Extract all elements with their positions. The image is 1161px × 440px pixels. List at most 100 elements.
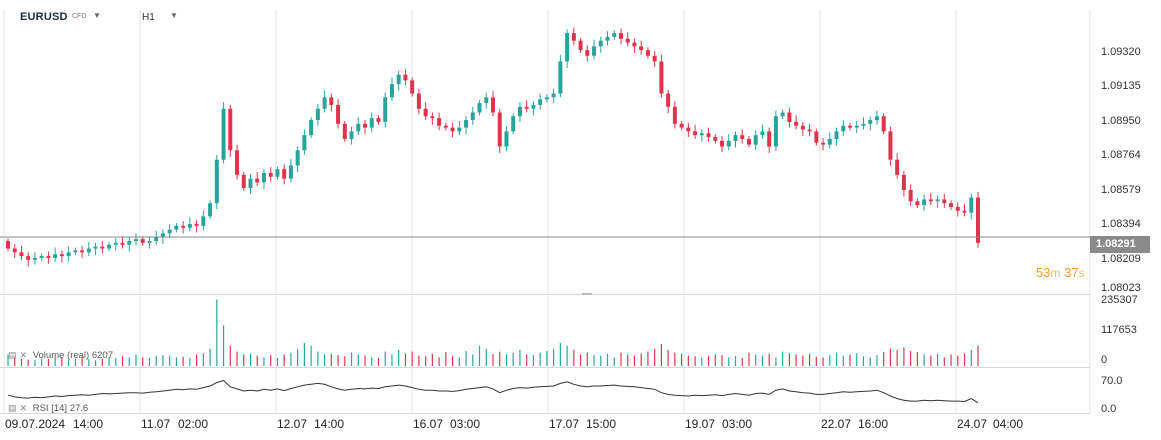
countdown-seconds: 37 (1064, 265, 1079, 280)
candle-body (740, 135, 745, 139)
timeframe-selector[interactable]: H1 (142, 12, 155, 23)
candle-body (174, 225, 179, 230)
candle-body (592, 46, 597, 56)
volume-indicator-legend[interactable]: ▤ ✕ Volume (real) 6207 (8, 350, 113, 361)
price-axis-label: 1.08023 (1101, 282, 1141, 294)
time-axis-time: 16:00 (858, 417, 889, 431)
candle-body (780, 112, 785, 117)
candle-body (895, 159, 900, 175)
candle-body (342, 123, 347, 139)
candle-body (760, 131, 765, 136)
candle-body (969, 197, 974, 213)
candle-body (389, 84, 394, 98)
candle-body (154, 237, 159, 241)
candle-body (720, 140, 725, 147)
candle-body (12, 248, 17, 253)
candle-body (127, 240, 132, 245)
candle-body (39, 256, 44, 258)
candle-body (288, 165, 293, 179)
candle-body (962, 210, 967, 213)
price-axis-label: 1.08950 (1101, 115, 1141, 127)
candle-body (369, 118, 374, 128)
volume-mode: (real) (67, 350, 90, 361)
candle-body (416, 93, 421, 109)
candle-body (942, 199, 947, 204)
candle-body (329, 97, 334, 105)
candle-body (410, 80, 415, 94)
pane-resize-handle[interactable] (582, 293, 592, 295)
candle-body (821, 142, 826, 145)
rsi-indicator-legend[interactable]: ▤ ✕ RSI [14] 27.6 (8, 403, 88, 414)
candle-body (753, 135, 758, 145)
candle-body (167, 229, 172, 234)
candle-body (443, 125, 448, 128)
candle-body (504, 131, 509, 147)
price-axis-label: 1.09135 (1101, 80, 1141, 92)
candle-body (652, 55, 657, 62)
candle-body (228, 108, 233, 151)
candle-body (787, 112, 792, 122)
candle-body (356, 123, 361, 132)
candle-body (524, 106, 529, 109)
candle-body (571, 33, 576, 41)
time-axis-date: 24.07 (957, 417, 988, 431)
candle-body (349, 131, 354, 139)
candle-body (464, 120, 469, 128)
candle-body (396, 74, 401, 85)
candle-body (160, 233, 165, 238)
candle-body (100, 246, 105, 249)
symbol-selector[interactable]: EURUSD (20, 11, 68, 23)
candle-countdown: 53m 37s (1036, 265, 1085, 280)
candle-body (430, 116, 435, 119)
time-axis-time: 02:00 (178, 417, 209, 431)
indicator-close-icon[interactable]: ✕ (19, 403, 28, 413)
rsi-axis-label: 70.0 (1101, 375, 1123, 387)
candle-body (922, 199, 927, 206)
candle-body (861, 123, 866, 126)
candle-body (632, 42, 637, 47)
volume-label: Volume (32, 350, 65, 361)
candle-body (841, 125, 846, 132)
candle-body (625, 38, 630, 43)
candle-body (241, 174, 246, 189)
candle-body (645, 50, 650, 56)
candle-body (295, 150, 300, 166)
volume-value: 6207 (91, 350, 113, 361)
price-volume-divider[interactable] (0, 294, 1090, 295)
time-axis-date: 19.07 (685, 417, 716, 431)
candle-body (261, 172, 266, 183)
candle-body (928, 199, 933, 202)
candle-body (733, 135, 738, 141)
candle-body (80, 250, 85, 253)
candle-body (53, 254, 58, 258)
candle-body (565, 33, 570, 62)
indicator-settings-icon[interactable]: ▤ (8, 403, 17, 413)
candle-body (854, 125, 859, 128)
indicator-close-icon[interactable]: ✕ (19, 350, 28, 360)
candle-body (848, 125, 853, 128)
timeframe-dropdown-chevron-icon[interactable]: ▼ (170, 11, 178, 20)
candle-body (322, 97, 327, 109)
price-axis-label: 1.08579 (1101, 184, 1141, 196)
candle-body (578, 40, 583, 51)
candle-body (915, 201, 920, 206)
volume-rsi-divider[interactable] (0, 367, 1090, 368)
candle-body (659, 61, 664, 94)
candle-body (679, 123, 684, 128)
symbol-dropdown-chevron-icon[interactable]: ▼ (93, 11, 101, 20)
price-axis-label: 1.08209 (1101, 253, 1141, 265)
indicator-settings-icon[interactable]: ▤ (8, 350, 17, 360)
candle-body (598, 40, 603, 47)
candle-body (639, 46, 644, 51)
candle-body (531, 104, 536, 109)
time-axis-time: 03:00 (722, 417, 753, 431)
candle-body (699, 133, 704, 136)
candle-body (686, 127, 691, 132)
candle-body (181, 225, 186, 228)
candle-body (477, 103, 482, 113)
current-price-tag: 1.08291 (1090, 236, 1150, 253)
candle-body (773, 116, 778, 147)
candle-body (133, 239, 138, 241)
candle-body (208, 203, 213, 217)
